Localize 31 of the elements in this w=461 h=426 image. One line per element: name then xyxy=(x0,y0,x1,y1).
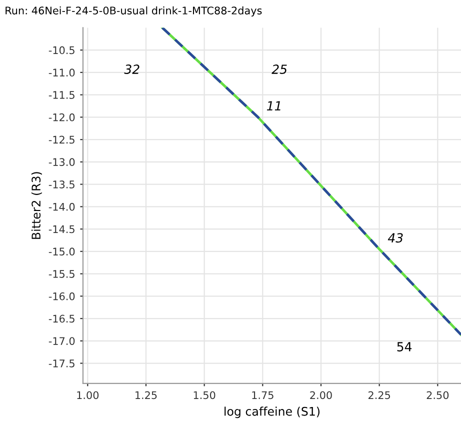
x-tick-label: 2.25 xyxy=(368,391,390,400)
chart-title: Run: 46Nei-F-24-5-0B-usual drink-1-MTC88-2days xyxy=(6,6,262,16)
y-tick-label: -11.5 xyxy=(48,91,74,99)
x-tick-label: 1.75 xyxy=(252,391,274,400)
y-tick-label: -14.0 xyxy=(48,202,75,211)
x-tick-label: 1.50 xyxy=(194,391,216,400)
y-tick-label: -12.5 xyxy=(48,136,74,144)
y-axis-title: Bitter2 (R3) xyxy=(31,172,42,239)
y-tick-label: -10.5 xyxy=(48,46,74,54)
x-axis-title: log caffeine (S1) xyxy=(224,406,320,418)
y-tick-label: -15.0 xyxy=(48,248,75,256)
annotation: 11 xyxy=(266,101,280,110)
annotation: 43 xyxy=(388,233,403,243)
annotation: 25 xyxy=(272,64,287,74)
y-tick-label: -15.5 xyxy=(48,270,74,278)
y-tick-label: -17.0 xyxy=(48,337,75,345)
y-tick-label: -12.0 xyxy=(48,113,75,122)
y-tick-label: -16.5 xyxy=(48,314,74,323)
x-tick-label: 1.25 xyxy=(136,391,157,400)
annotation: 54 xyxy=(397,342,412,352)
y-tick-label: -13.0 xyxy=(48,158,75,166)
x-tick-label: 1.00 xyxy=(77,391,99,400)
y-tick-label: -13.5 xyxy=(48,180,74,188)
y-tick-label: -16.0 xyxy=(48,292,75,300)
y-tick-label: -17.5 xyxy=(48,360,74,368)
line-series xyxy=(161,28,461,336)
x-tick-label: 2.50 xyxy=(426,391,449,400)
y-tick-label: -14.5 xyxy=(48,225,74,234)
annotation: 32 xyxy=(124,64,140,74)
x-tick-label: 2.00 xyxy=(310,391,332,400)
y-tick-label: -11.0 xyxy=(48,68,75,77)
